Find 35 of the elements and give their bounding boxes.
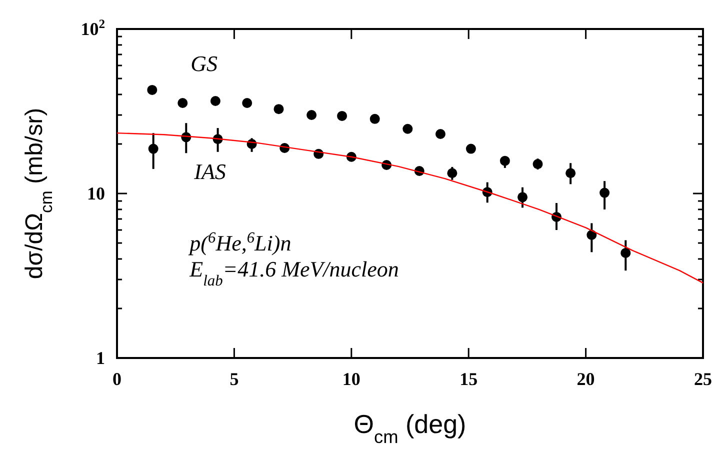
series-label: IAS: [193, 159, 226, 184]
point: [148, 144, 158, 154]
point: [178, 98, 188, 108]
point: [435, 128, 446, 139]
point: [306, 110, 317, 120]
point: [210, 96, 220, 106]
x-tick-label: 0: [112, 369, 122, 389]
point: [337, 110, 348, 121]
line-series: [116, 132, 704, 284]
x-tick-label: 5: [230, 369, 239, 389]
x-tick-label: 15: [460, 369, 478, 389]
point: [586, 230, 597, 240]
point: [518, 192, 528, 202]
annotation: E$_{lab}$=41.6 MeV/nucleon: [188, 256, 399, 290]
y-tick-label: 10: [87, 184, 105, 204]
y-tick-label: 10$^{2}$: [80, 17, 105, 39]
x-tick-label: 25: [694, 369, 712, 389]
point: [370, 114, 380, 124]
point: [466, 144, 476, 154]
point: [274, 104, 284, 114]
point: [242, 98, 252, 108]
annotation: p($^{6}$He,$^{6}$Li)n: [188, 229, 292, 256]
x-axis-title: Θ$_{cm}$ (deg): [354, 409, 466, 447]
y-tick-label: 1: [96, 348, 105, 368]
point: [566, 168, 576, 178]
legend-label: GS: [190, 50, 218, 76]
point: [402, 124, 413, 134]
point: [620, 248, 631, 258]
point: [600, 188, 610, 198]
point: [447, 168, 458, 178]
point: [532, 159, 543, 170]
point: [500, 156, 510, 166]
x-tick-label: 10: [342, 369, 360, 389]
x-tick-label: 20: [576, 369, 595, 389]
point: [147, 84, 158, 95]
